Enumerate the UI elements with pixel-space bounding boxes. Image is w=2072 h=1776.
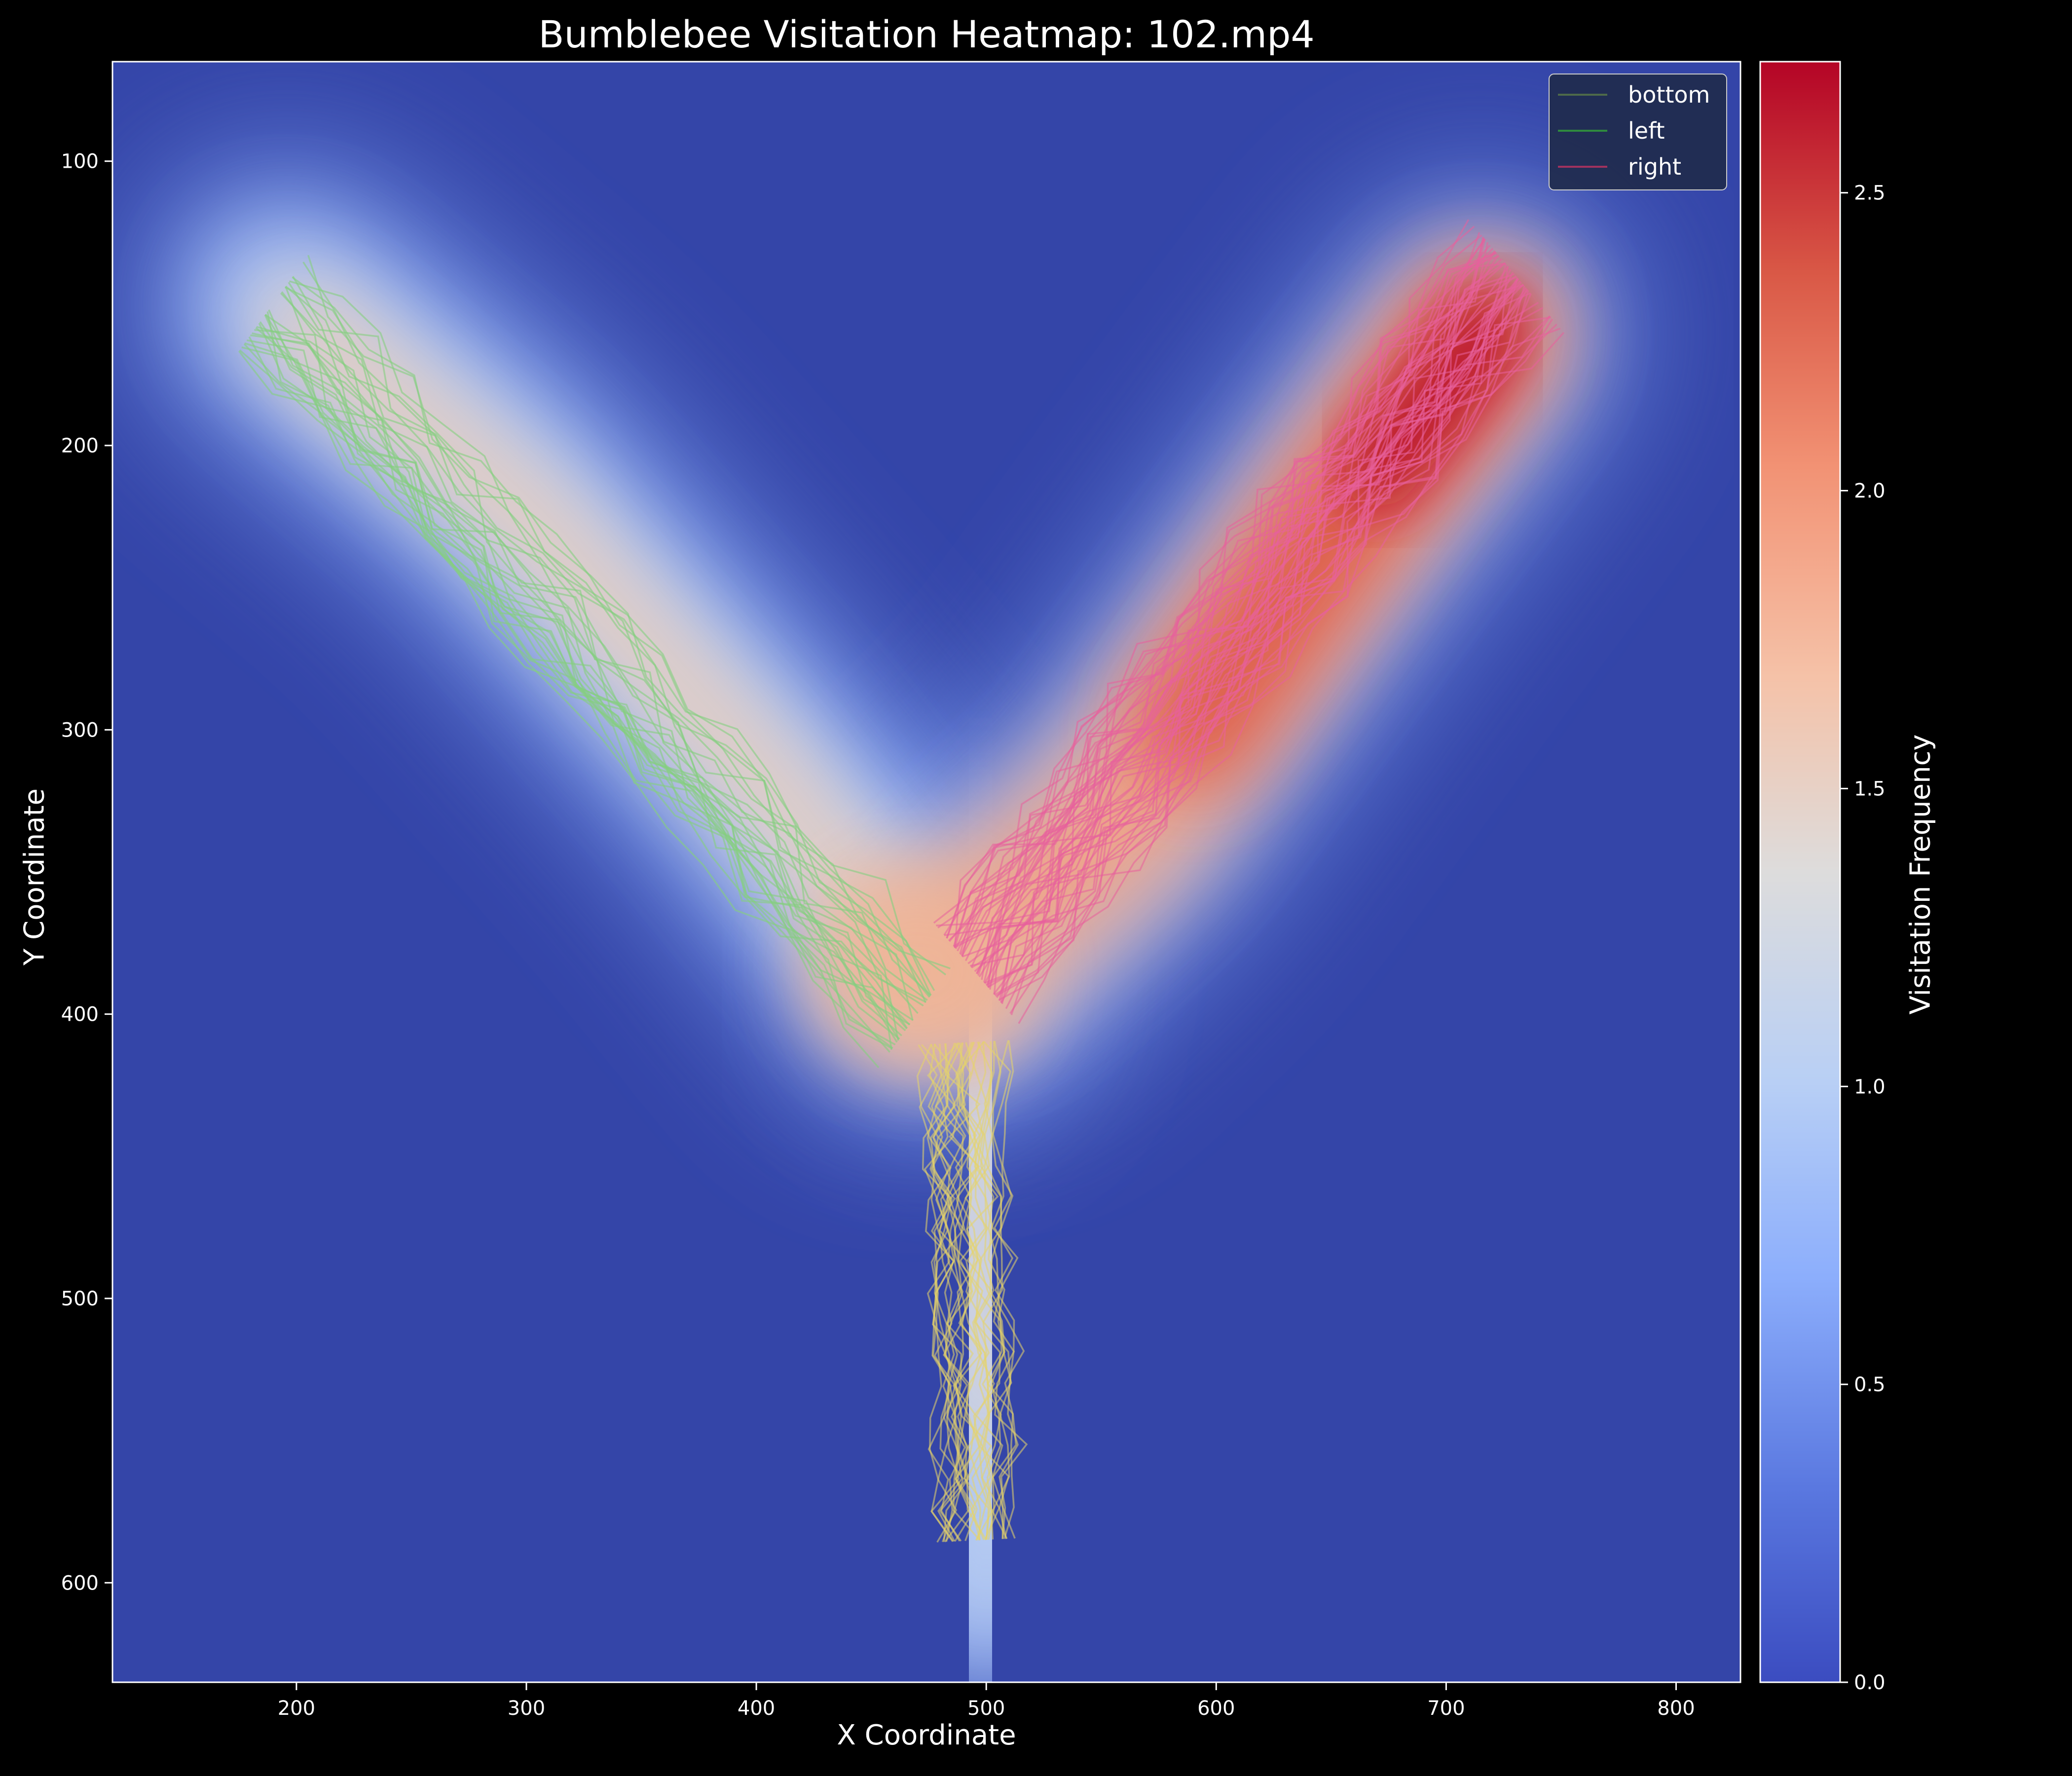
x-tick-label: 800 [1657, 1697, 1695, 1720]
x-tick-label: 700 [1427, 1697, 1465, 1720]
colorbar [1760, 62, 1840, 1682]
legend-label-bottom: bottom [1628, 81, 1710, 108]
y-tick-label: 100 [61, 150, 99, 173]
colorbar-label: Visitation Frequency [1905, 692, 1937, 1057]
y-tick-label: 200 [61, 435, 99, 457]
x-tick-label: 600 [1197, 1697, 1235, 1720]
y-tick-label: 300 [61, 719, 99, 741]
legend: bottom left right [1549, 74, 1727, 190]
x-tick-label: 300 [508, 1697, 545, 1720]
y-tick-label: 500 [61, 1288, 99, 1310]
legend-label-left: left [1628, 117, 1665, 144]
y-tick-label: 400 [61, 1003, 99, 1026]
x-tick-label: 500 [967, 1697, 1005, 1720]
y-axis-label: Y Coordinate [19, 695, 51, 1060]
colorbar-tick-label: 1.5 [1854, 777, 1886, 800]
colorbar-tick-label: 2.0 [1854, 480, 1886, 503]
y-tick-label: 600 [61, 1572, 99, 1594]
colorbar-tick-label: 2.5 [1854, 182, 1886, 205]
x-axis: 200 300 400 500 600 700 800 [278, 1682, 1695, 1720]
x-tick-label: 400 [738, 1697, 775, 1720]
y-axis: 100 200 300 400 500 600 [61, 150, 112, 1595]
colorbar-tick-label: 0.5 [1854, 1373, 1886, 1396]
colorbar-tick-label: 1.0 [1854, 1075, 1886, 1098]
legend-label-right: right [1628, 153, 1681, 180]
colorbar-tick-label: 0.0 [1854, 1671, 1886, 1694]
x-tick-label: 200 [278, 1697, 315, 1720]
x-axis-label: X Coordinate [112, 1719, 1740, 1751]
chart-title: Bumblebee Visitation Heatmap: 102.mp4 [112, 12, 1740, 56]
colorbar-axis: 0.0 0.5 1.0 1.5 2.0 2.5 [1840, 182, 1886, 1694]
